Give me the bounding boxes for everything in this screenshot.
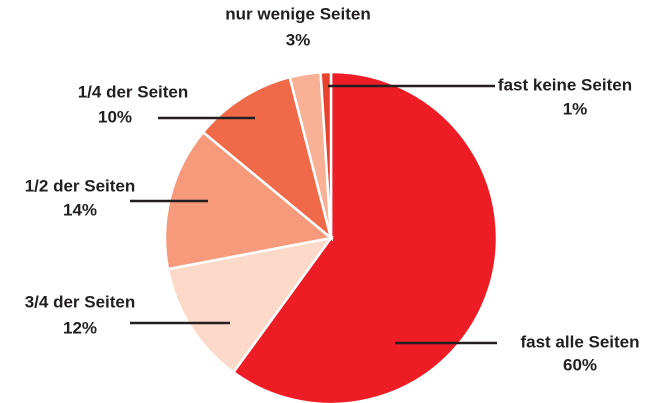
value-label: 10% <box>98 107 132 126</box>
slice-label: 3/4 der Seiten <box>25 292 136 311</box>
value-label: 60% <box>563 355 597 374</box>
slice-label: fast alle Seiten <box>520 332 639 351</box>
value-label: 3% <box>286 30 311 49</box>
value-label: 14% <box>63 200 97 219</box>
pie-slice <box>163 130 334 271</box>
slice-label: nur wenige Seiten <box>225 4 370 23</box>
pie-slice <box>319 70 333 239</box>
pie-slice <box>231 70 499 403</box>
slice-label: 1/4 der Seiten <box>78 82 189 101</box>
pie-slice <box>166 236 334 375</box>
value-label: 12% <box>63 318 97 337</box>
value-label: 1% <box>563 99 588 118</box>
slice-label: 1/2 der Seiten <box>25 176 136 195</box>
slice-label: fast keine Seiten <box>498 75 632 94</box>
